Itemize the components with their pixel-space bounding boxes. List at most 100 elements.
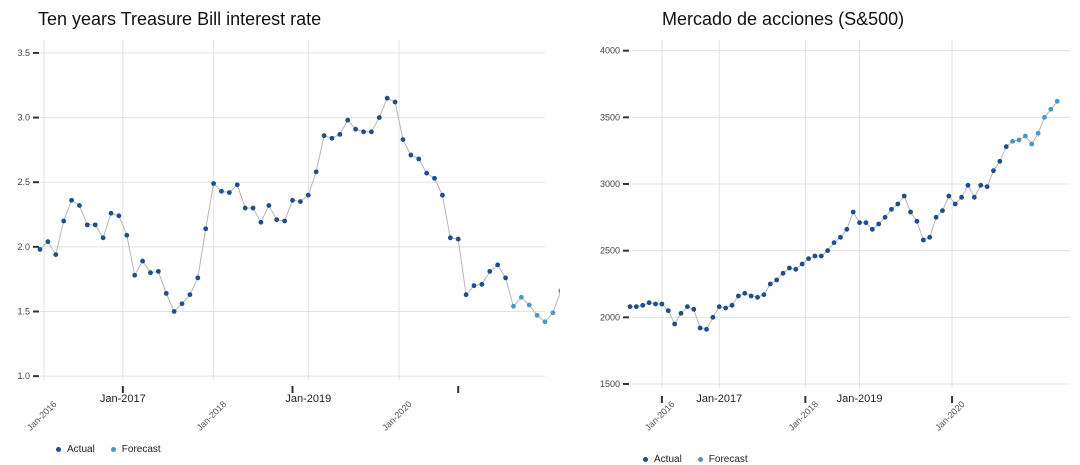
x-tick-label: Jan-2018 bbox=[786, 399, 820, 433]
actual-point bbox=[882, 214, 888, 220]
sp500-chart: 1500 2000 2500 3000 3500 4000 Jan-2017 Jan-2019… bbox=[600, 40, 1070, 433]
chart-legend: Actual Forecast bbox=[643, 454, 758, 465]
actual-point bbox=[787, 265, 792, 271]
y-tick-label: 1500 bbox=[600, 379, 620, 389]
x-tick-label: Jan-2016 bbox=[643, 399, 677, 433]
actual-point bbox=[45, 239, 51, 245]
actual-point bbox=[997, 158, 1003, 164]
x-tick-label: Jan-2017 bbox=[696, 393, 742, 405]
actual-point bbox=[774, 277, 780, 283]
x-tick-label: Jan-2017 bbox=[100, 393, 146, 405]
forecast-point bbox=[1022, 133, 1028, 139]
forecast-point bbox=[1042, 114, 1047, 120]
actual-point bbox=[495, 262, 501, 268]
actual-point bbox=[400, 137, 406, 142]
actual-point bbox=[927, 234, 933, 240]
actual-point bbox=[424, 170, 430, 176]
actual-point bbox=[148, 270, 153, 276]
treasury-chart-panel: Ten years Treasure Bill interest rate 1.… bbox=[17, 9, 560, 455]
legend-label-forecast: Forecast bbox=[708, 454, 748, 465]
treasury-rate-chart: 1.0 1.5 2.0 2.5 3.0 3.5 Jan-2017 Jan-2019 Jan-20… bbox=[17, 40, 560, 433]
actual-point bbox=[761, 292, 767, 298]
actual-point bbox=[140, 258, 145, 264]
actual-point bbox=[653, 301, 658, 307]
chart-title: Ten years Treasure Bill interest rate bbox=[38, 9, 322, 29]
actual-point bbox=[984, 184, 990, 190]
x-tick-label: Jan-2019 bbox=[837, 393, 883, 405]
actual-point bbox=[818, 253, 824, 259]
actual-point bbox=[901, 193, 907, 199]
actual-point bbox=[646, 300, 652, 306]
actual-point bbox=[857, 220, 862, 226]
x-tick-label: Jan-2019 bbox=[285, 393, 331, 405]
forecast-point bbox=[1029, 141, 1035, 147]
actual-point bbox=[672, 321, 678, 327]
actual-point bbox=[940, 208, 945, 214]
x-tick-label: Jan-2016 bbox=[25, 399, 59, 433]
actual-point bbox=[416, 156, 422, 162]
actual-point bbox=[171, 309, 177, 314]
actual-point bbox=[946, 193, 952, 199]
actual-point bbox=[155, 269, 161, 274]
actual-point bbox=[723, 305, 729, 311]
actual-point bbox=[627, 304, 633, 310]
series-line bbox=[630, 101, 1058, 330]
actual-point bbox=[959, 194, 964, 200]
actual-point bbox=[952, 201, 958, 207]
actual-point bbox=[965, 182, 971, 188]
actual-point bbox=[108, 210, 114, 216]
actual-point bbox=[211, 181, 216, 186]
actual-point bbox=[971, 194, 977, 200]
actual-point bbox=[258, 219, 264, 225]
actual-point bbox=[242, 205, 248, 211]
y-tick-label: 3500 bbox=[600, 112, 620, 122]
actual-point bbox=[471, 283, 477, 289]
actual-point bbox=[876, 221, 882, 227]
actual-point bbox=[978, 182, 984, 188]
actual-point bbox=[793, 266, 799, 272]
actual-point bbox=[321, 133, 327, 139]
actual-point bbox=[633, 304, 639, 310]
actual-point bbox=[838, 234, 843, 240]
actual-point bbox=[831, 240, 837, 246]
y-tick-label: 2000 bbox=[600, 312, 620, 322]
actual-point bbox=[337, 131, 343, 137]
actual-point bbox=[806, 256, 811, 262]
actual-point bbox=[863, 220, 869, 226]
actual-point bbox=[266, 203, 272, 208]
legend-marker-forecast bbox=[110, 447, 116, 452]
actual-point bbox=[290, 197, 295, 203]
legend-marker-actual bbox=[643, 457, 648, 462]
actual-point bbox=[914, 218, 920, 224]
forecast-point bbox=[1054, 98, 1060, 104]
actual-point bbox=[503, 275, 508, 281]
sp500-chart-panel: Mercado de acciones (S&500) 1500 2000 2500… bbox=[560, 0, 1080, 465]
y-tick-label: 2.5 bbox=[17, 177, 30, 187]
actual-point bbox=[297, 199, 303, 204]
y-tick-label: 1.5 bbox=[17, 306, 30, 316]
legend-item-actual: Actual bbox=[56, 444, 95, 455]
actual-point bbox=[780, 270, 786, 276]
actual-point bbox=[704, 326, 709, 332]
y-tick-label: 3.0 bbox=[17, 113, 30, 123]
forecast-point bbox=[1035, 130, 1041, 136]
actual-point bbox=[100, 235, 106, 241]
y-tick-label: 3.5 bbox=[17, 48, 30, 58]
actual-point bbox=[844, 226, 850, 232]
actual-point bbox=[767, 281, 773, 287]
y-tick-label: 2.0 bbox=[17, 242, 30, 252]
actual-point bbox=[361, 129, 366, 135]
actual-point bbox=[748, 293, 754, 299]
forecast-point bbox=[534, 312, 540, 318]
actual-point bbox=[116, 213, 122, 219]
actual-point bbox=[124, 232, 130, 238]
actual-point bbox=[392, 99, 398, 105]
legend-item-forecast: Forecast bbox=[697, 454, 748, 465]
actual-point bbox=[195, 275, 201, 281]
actual-point bbox=[282, 218, 288, 224]
actual-point bbox=[825, 248, 831, 254]
actual-point bbox=[729, 302, 735, 308]
actual-point bbox=[659, 301, 665, 307]
actual-point bbox=[53, 252, 59, 258]
actual-point bbox=[479, 281, 485, 287]
